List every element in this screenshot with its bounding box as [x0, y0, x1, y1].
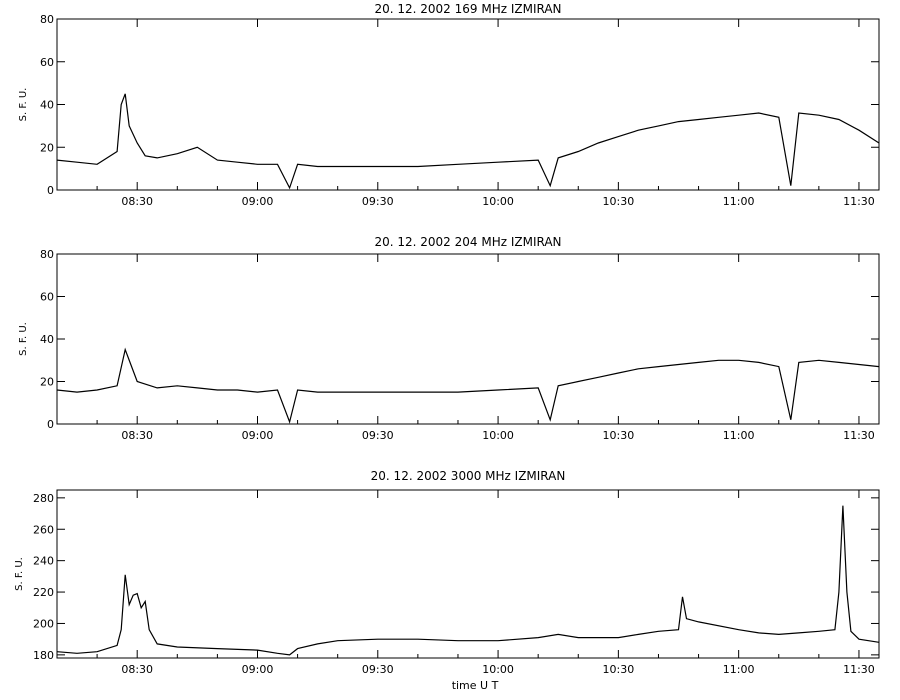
- y-tick-label: 280: [33, 492, 54, 505]
- y-tick-label: 180: [33, 649, 54, 662]
- x-tick-label: 09:00: [242, 663, 274, 676]
- y-axis-label: S. F. U.: [18, 322, 29, 356]
- x-tick-label: 09:30: [362, 195, 394, 208]
- x-tick-label: 09:30: [362, 429, 394, 442]
- y-axis-label: S. F. U.: [14, 557, 25, 591]
- y-tick-label: 80: [40, 13, 54, 26]
- x-tick-label: 11:00: [723, 195, 755, 208]
- x-tick-label: 11:00: [723, 663, 755, 676]
- series-line: [56, 505, 880, 656]
- y-tick-label: 80: [40, 248, 54, 261]
- y-axis-label: S. F. U.: [18, 88, 29, 122]
- x-axis-label: time U T: [452, 679, 499, 692]
- x-tick-label: 08:30: [121, 195, 153, 208]
- plot-frame: [56, 253, 880, 425]
- x-tick-label: 10:00: [482, 663, 514, 676]
- y-tick-label: 20: [40, 376, 54, 389]
- y-tick-label: 60: [40, 56, 54, 69]
- chart-title: 20. 12. 2002 3000 MHz IZMIRAN: [371, 469, 566, 483]
- y-tick-label: 40: [40, 333, 54, 346]
- chart-title: 20. 12. 2002 169 MHz IZMIRAN: [374, 2, 561, 16]
- x-tick-label: 09:00: [242, 195, 274, 208]
- chart-panel: 20. 12. 2002 204 MHz IZMIRAN S. F. U. 0 20 4…: [18, 235, 880, 442]
- x-tick-label: 08:30: [121, 429, 153, 442]
- series-line: [56, 93, 880, 190]
- y-tick-label: 0: [47, 418, 54, 431]
- x-tick-label: 10:00: [482, 429, 514, 442]
- x-tick-label: 08:30: [121, 663, 153, 676]
- series-line: [56, 347, 880, 424]
- y-tick-label: 0: [47, 184, 54, 197]
- x-tick-label: 09:00: [242, 429, 274, 442]
- y-tick-label: 240: [33, 555, 54, 568]
- y-tick-label: 260: [33, 523, 54, 536]
- chart-title: 20. 12. 2002 204 MHz IZMIRAN: [374, 235, 561, 249]
- chart-panel: 20. 12. 2002 169 MHz IZMIRAN S. F. U. 0 20 4…: [18, 2, 880, 208]
- x-tick-label: 10:30: [603, 429, 635, 442]
- x-tick-label: 11:30: [843, 195, 875, 208]
- x-tick-label: 11:30: [843, 663, 875, 676]
- x-tick-label: 10:00: [482, 195, 514, 208]
- y-tick-label: 40: [40, 99, 54, 112]
- plot-frame: [56, 489, 880, 659]
- y-tick-label: 60: [40, 291, 54, 304]
- y-tick-label: 220: [33, 586, 54, 599]
- y-tick-label: 200: [33, 617, 54, 630]
- chart-panel: 20. 12. 2002 3000 MHz IZMIRAN S. F. U. 180…: [14, 469, 880, 692]
- x-tick-label: 11:00: [723, 429, 755, 442]
- x-tick-label: 10:30: [603, 195, 635, 208]
- y-tick-label: 20: [40, 141, 54, 154]
- x-tick-label: 09:30: [362, 663, 394, 676]
- x-tick-label: 11:30: [843, 429, 875, 442]
- x-tick-label: 10:30: [603, 663, 635, 676]
